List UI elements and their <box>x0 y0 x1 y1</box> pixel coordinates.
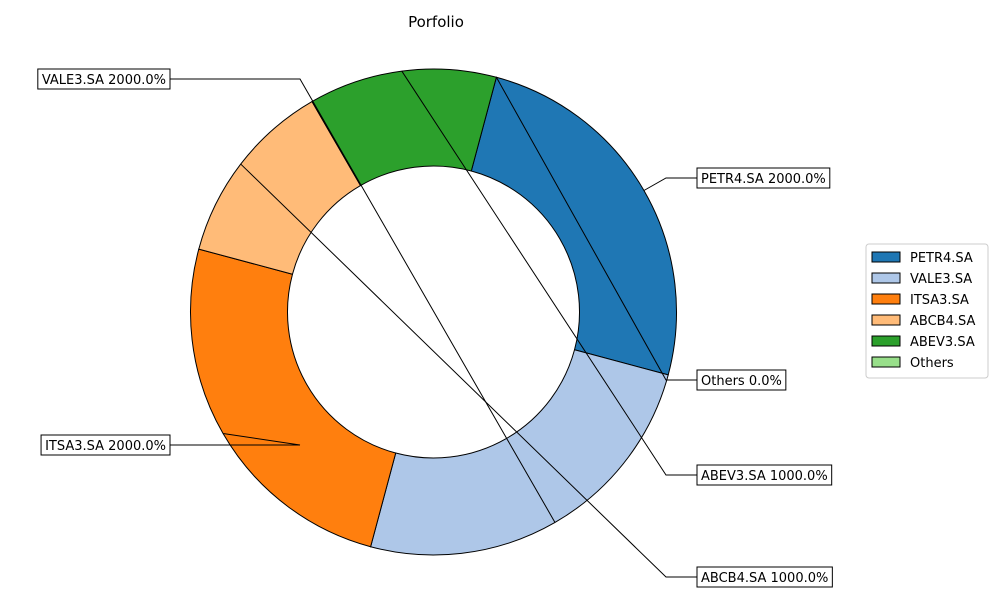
slice-label-text: ABCB4.SA 1000.0% <box>701 571 828 586</box>
slices-group <box>190 68 677 556</box>
legend-entry-label: Others <box>910 356 954 371</box>
legend-entry-label: ITSA3.SA <box>910 293 969 308</box>
slice-label-box <box>696 566 833 588</box>
slice-label: ABEV3.SA 1000.0% <box>696 464 833 486</box>
legend-entry-label: PETR4.SA <box>910 251 973 266</box>
slice-vale3-sa <box>369 349 669 556</box>
slice-label-box <box>37 68 171 90</box>
slice-label: ITSA3.SA 2000.0% <box>40 434 171 456</box>
legend-swatch <box>871 314 901 326</box>
slice-label-box <box>696 369 787 391</box>
legend-entry-label: ABCB4.SA <box>910 314 975 329</box>
slice-itsa3-sa <box>190 248 397 548</box>
legend-swatch <box>871 356 901 368</box>
slice-label-text: ABEV3.SA 1000.0% <box>701 469 828 484</box>
slice-abev3-sa <box>311 68 498 187</box>
legend-swatch <box>871 293 901 305</box>
leader-line <box>170 78 556 523</box>
slice-labels-group: PETR4.SA 2000.0% VALE3.SA 2000.0% ITSA3.SA… <box>37 68 833 588</box>
slice-label-text: Others 0.0% <box>701 374 782 389</box>
slice-label-box <box>696 167 831 189</box>
slice-label: PETR4.SA 2000.0% <box>696 167 831 189</box>
slice-label-box <box>40 434 171 456</box>
slice-label-text: PETR4.SA 2000.0% <box>701 172 826 187</box>
legend: PETR4.SA VALE3.SA ITSA3.SA ABCB4.SA ABEV3.SA… <box>865 243 989 379</box>
slice-label-text: VALE3.SA 2000.0% <box>42 73 166 88</box>
slice-label-box <box>696 464 833 486</box>
legend-entry-label: ABEV3.SA <box>910 335 975 350</box>
leader-line <box>240 163 697 578</box>
slice-label: ABCB4.SA 1000.0% <box>696 566 833 588</box>
legend-entry-label: VALE3.SA <box>910 272 972 287</box>
slice-petr4-sa <box>470 76 677 376</box>
leader-line <box>170 433 301 446</box>
leader-line <box>495 77 697 381</box>
slice-label-text: ITSA3.SA 2000.0% <box>45 439 166 454</box>
leader-line <box>643 177 697 191</box>
chart-title: Porfolio <box>408 13 464 31</box>
leader-line <box>401 70 697 476</box>
legend-swatch <box>871 335 901 347</box>
slice-label: VALE3.SA 2000.0% <box>37 68 171 90</box>
legend-swatch <box>871 272 901 284</box>
legend-swatch <box>871 251 901 263</box>
slice-label: Others 0.0% <box>696 369 787 391</box>
